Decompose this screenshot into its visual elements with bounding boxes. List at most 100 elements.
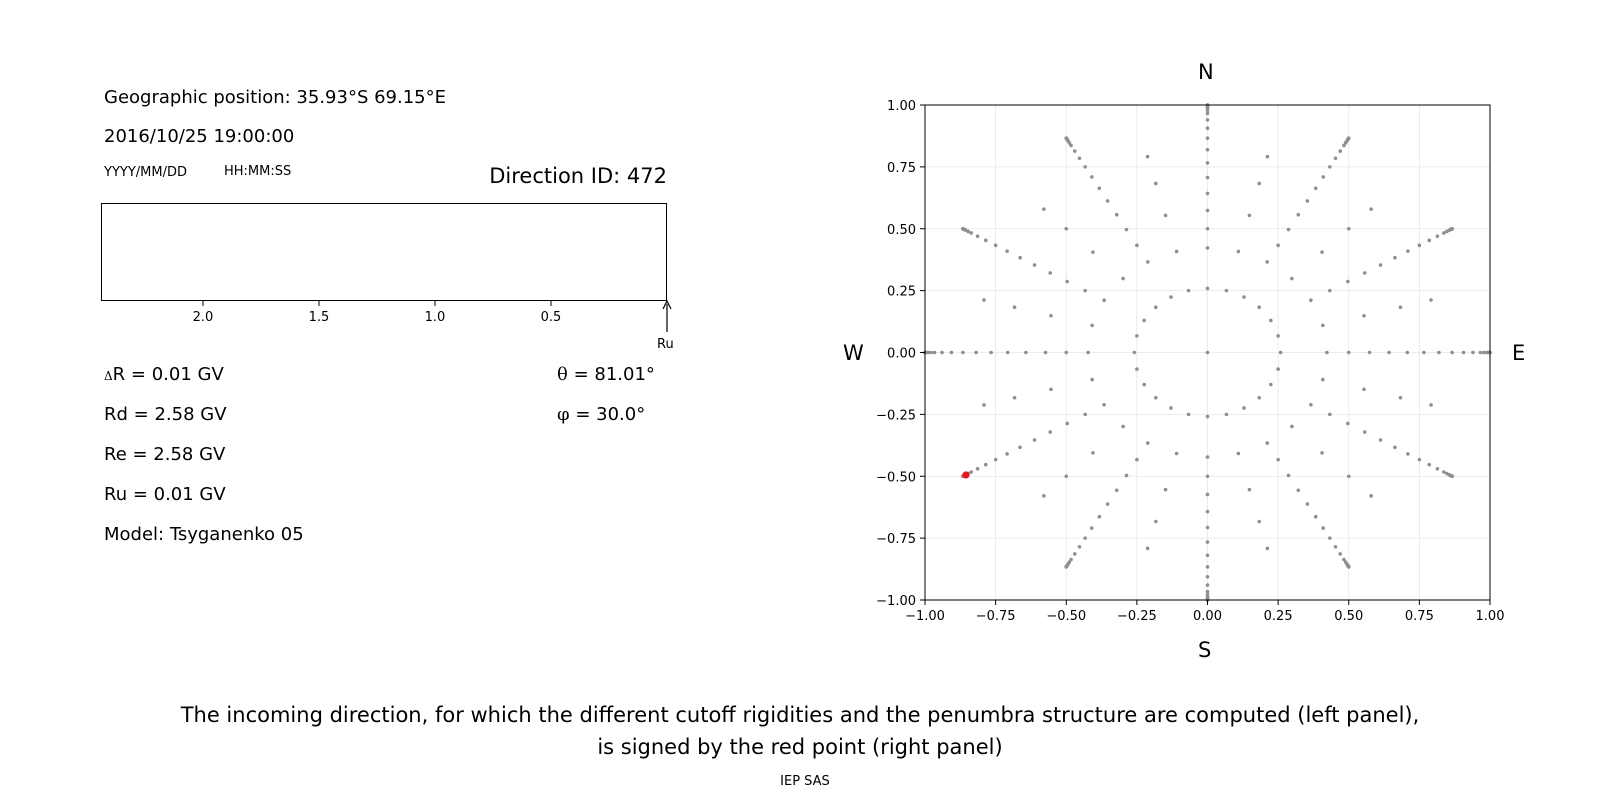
direction-point — [1435, 466, 1440, 471]
direction-point — [993, 243, 998, 248]
direction-point — [1205, 161, 1210, 165]
direction-point — [1205, 350, 1210, 355]
direction-point — [923, 350, 928, 355]
direction-point — [1205, 596, 1210, 600]
direction-point — [1276, 334, 1280, 338]
direction-id: Direction ID: 472 — [489, 164, 667, 188]
direction-point — [1290, 424, 1294, 429]
direction-point — [1296, 212, 1301, 217]
direction-point — [1346, 564, 1351, 568]
direction-point — [1064, 565, 1069, 569]
direction-point — [1090, 323, 1094, 328]
y-tick-label: −0.75 — [876, 532, 916, 547]
direction-point — [1174, 249, 1179, 254]
direction-point — [961, 474, 965, 479]
direction-point — [962, 227, 967, 232]
direction-point — [966, 471, 970, 476]
direction-point — [1048, 430, 1053, 434]
phi-text: = 30.0° — [569, 404, 646, 425]
direction-point — [926, 350, 931, 355]
direction-point — [1205, 575, 1210, 579]
direction-point — [1064, 226, 1069, 231]
direction-point — [1205, 105, 1210, 109]
direction-point — [1290, 276, 1294, 281]
direction-point — [1325, 350, 1329, 355]
direction-point — [1064, 137, 1069, 141]
direction-point — [1042, 494, 1046, 498]
direction-point — [1114, 488, 1119, 493]
direction-point — [1445, 471, 1449, 476]
direction-point — [1417, 457, 1422, 462]
direction-point — [1083, 412, 1087, 417]
direction-point — [1338, 552, 1343, 556]
direction-point — [1005, 249, 1009, 253]
direction-point — [983, 462, 988, 467]
direction-point — [1174, 451, 1179, 456]
direction-point — [1069, 557, 1073, 562]
caption-line-2: is signed by the red point (right panel) — [597, 735, 1003, 759]
direction-point — [1067, 141, 1072, 145]
direction-point — [1205, 598, 1210, 602]
direction-point — [1393, 445, 1397, 450]
direction-point — [1345, 563, 1350, 568]
direction-point — [1257, 181, 1262, 186]
rigidity-axis: 2.0 1.5 1.0 0.5 — [193, 299, 672, 332]
theta-text: = 81.01° — [567, 364, 655, 385]
direction-point — [1205, 208, 1210, 213]
direction-point — [1102, 298, 1106, 303]
direction-point — [1346, 136, 1351, 140]
direction-point — [1205, 455, 1210, 459]
direction-point — [1488, 350, 1492, 355]
direction-point — [1417, 243, 1422, 248]
y-tick-label: −0.25 — [876, 408, 916, 423]
direction-point — [1398, 395, 1403, 400]
direction-point — [961, 226, 965, 231]
x-tick-label: −0.25 — [1117, 609, 1157, 624]
direction-point — [1450, 474, 1454, 478]
direction-point — [969, 231, 973, 235]
direction-point — [1077, 156, 1082, 161]
rd-value: Rd = 2.58 GV — [104, 404, 227, 425]
x-tick-label: 0.75 — [1405, 609, 1434, 624]
direction-point — [1442, 231, 1446, 235]
direction-point — [1153, 519, 1158, 524]
direction-point — [1328, 165, 1332, 169]
direction-point — [1265, 260, 1269, 264]
direction-point — [1205, 286, 1210, 291]
direction-point — [1278, 350, 1283, 355]
direction-point — [982, 298, 986, 302]
direction-point — [1205, 540, 1210, 544]
direction-point — [1205, 111, 1210, 116]
direction-point — [962, 473, 967, 478]
direction-point — [961, 474, 965, 478]
datetime: 2016/10/25 19:00:00 — [104, 126, 295, 147]
direction-point — [1091, 250, 1095, 254]
direction-point — [1186, 288, 1191, 293]
direction-point — [1362, 271, 1367, 275]
direction-point — [1405, 350, 1410, 355]
direction-point — [1450, 226, 1454, 231]
direction-point — [1236, 451, 1241, 456]
caption-line-1: The incoming direction, for which the di… — [180, 703, 1420, 727]
x-tick-label: 0.25 — [1264, 609, 1293, 624]
direction-point — [961, 474, 966, 478]
direction-point — [1066, 562, 1070, 567]
direction-point — [1346, 226, 1351, 231]
direction-point — [1186, 412, 1191, 417]
direction-point — [1205, 136, 1210, 140]
direction-point — [1437, 350, 1441, 355]
direction-point — [1286, 473, 1291, 478]
direction-point — [1205, 126, 1210, 130]
direction-point — [1427, 462, 1432, 467]
direction-point — [1269, 382, 1273, 387]
direction-point — [1065, 421, 1069, 426]
direction-point — [1124, 473, 1129, 478]
direction-point — [1429, 403, 1433, 407]
direction-point — [1205, 103, 1210, 108]
direction-point — [975, 234, 980, 239]
direction-point — [1362, 430, 1367, 434]
direction-point — [1286, 227, 1291, 232]
y-tick-label: 0.00 — [887, 347, 916, 362]
direction-point — [1450, 226, 1454, 231]
